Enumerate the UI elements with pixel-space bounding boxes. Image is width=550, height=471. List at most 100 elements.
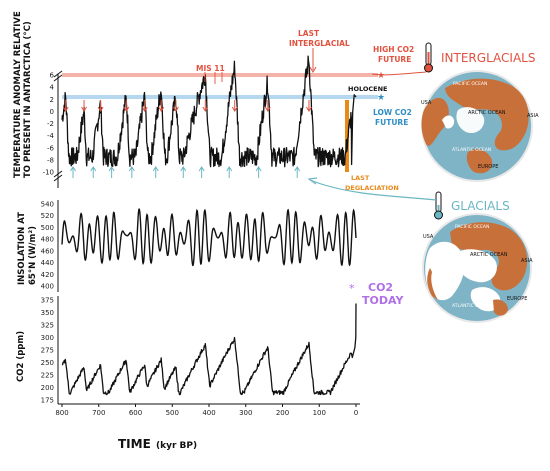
interglacial-arrow (123, 100, 130, 112)
y-tick-label: 400 (41, 283, 54, 291)
x-tick-labels: 800 700 600 500 400 300 200 100 0 (55, 404, 358, 417)
co2-panel: 375 350 325 300 275 250 225 200 175 800 700 600 500… (16, 281, 404, 417)
y-tick-label: 200 (41, 384, 54, 392)
interglacial-arrow (306, 100, 312, 112)
glacial-pacific-label: PACIFIC OCEAN (455, 224, 489, 230)
glacial-arrow (180, 166, 187, 178)
x-tick-label: 0 (354, 409, 358, 417)
interglacial-arrow (231, 100, 238, 112)
y-tick-label: 175 (41, 397, 54, 405)
interglacial-arrow (202, 100, 209, 112)
y-tick-label: -6 (47, 144, 55, 152)
low-co2-label-1: LOW CO2 (373, 108, 412, 117)
interglacial-arrow (173, 100, 179, 112)
y-tick-label: 6 (50, 72, 55, 80)
temperature-ylabel-line2: TO PRESENT IN ANTARCTICA (°C) (23, 21, 33, 178)
interglacial-atlantic-label: ATLANTIC OCEAN (452, 147, 491, 153)
y-tick-label: 225 (41, 372, 54, 380)
y-tick-label: 250 (41, 359, 54, 367)
interglacial-arrow (264, 100, 271, 112)
last-interglacial-label-1: LAST (298, 29, 320, 38)
x-axis-unit: (kyr BP) (156, 441, 197, 451)
last-deglaciation-label-1: LAST (351, 174, 370, 182)
low-co2-star: ★ (377, 93, 385, 103)
glacials-map-panel: GLACIALS PACIFIC OCEAN ARCTIC OCEAN ATLA… (422, 191, 533, 323)
mis11-label: MIS 11 (196, 64, 225, 73)
interglacial-arrow (158, 100, 165, 112)
temperature-panel: 6 4 2 0 -2 -4 -6 -8 -10 ★ ★ MIS 11 LAST INTERGLA… (13, 11, 414, 192)
x-tick-label: 200 (276, 409, 289, 417)
co2-today-star: * (349, 282, 355, 295)
holocene-label: HOLOCENE (348, 85, 388, 93)
interglacial-europe-land (466, 149, 493, 174)
y-tick-label: 275 (41, 347, 54, 355)
interglacial-asia-label: ASIA (527, 113, 539, 119)
x-tick-label: 300 (239, 409, 252, 417)
y-tick-label: 4 (50, 84, 55, 92)
glacial-arrow (152, 166, 159, 178)
axis-break-top (53, 70, 63, 82)
y-tick-label: -4 (47, 132, 55, 140)
glacial-arctic-label: ARCTIC OCEAN (470, 252, 508, 258)
temperature-y-label: TEMPERATURE ANOMALY RELATIVE TO PRESENT … (13, 11, 33, 178)
y-tick-label: 325 (41, 322, 54, 330)
interglacial-connector (371, 71, 427, 76)
y-tick-label: 520 (41, 212, 54, 220)
y-tick-label: 440 (41, 259, 54, 267)
insolation-ylabel-line2: 65°N (W/m²) (28, 226, 38, 285)
y-tick-label: 2 (50, 96, 54, 104)
warm-thermometer-icon (424, 42, 433, 73)
y-tick-label: 500 (41, 224, 54, 232)
interglacial-america-land (421, 97, 449, 146)
axis-break-bottom (53, 170, 63, 182)
glacial-europe-land (493, 299, 508, 316)
insolation-panel: 540 520 500 480 460 440 420 400 INSOLATION AT 6… (17, 200, 357, 292)
glacial-scandinavian-ice (470, 287, 501, 312)
insolation-ylabel-line1: INSOLATION AT (17, 212, 27, 285)
x-tick-label: 400 (202, 409, 215, 417)
x-tick-label: 600 (129, 409, 142, 417)
low-co2-label-2: FUTURE (375, 118, 408, 127)
y-tick-label: -10 (43, 169, 54, 177)
y-tick-label: -8 (47, 156, 54, 164)
y-tick-label: 480 (41, 236, 54, 244)
co2-tick-labels: 375 350 325 300 275 250 225 200 175 (41, 297, 54, 405)
glacial-arrow (294, 166, 301, 178)
insolation-tick-labels: 540 520 500 480 460 440 420 400 (41, 201, 54, 291)
glacial-arrow (255, 166, 262, 178)
glacial-asia-label: ASIA (521, 258, 533, 264)
co2-y-label: CO2 (ppm) (16, 331, 26, 382)
high-co2-label-1: HIGH CO2 (373, 45, 414, 54)
mis11-arrows (204, 72, 223, 84)
glacial-ice-sheet-america (425, 241, 465, 301)
glacial-arctic-ice (456, 249, 497, 283)
glacial-america-land (427, 268, 438, 300)
glacial-usa-label: USA (423, 234, 434, 240)
temperature-curve (61, 55, 357, 168)
glacial-arrow (108, 166, 115, 178)
interglacial-asia-land (445, 78, 529, 151)
co2-curve (61, 303, 357, 396)
last-deglaciation-label-2: DEGLACIATION (345, 184, 399, 192)
interglacial-pacific-label: PACIFIC OCEAN (453, 81, 487, 87)
co2-today-label-2: TODAY (362, 294, 404, 307)
last-interglacial-arrowhead (309, 66, 317, 73)
temperature-ylabel-line1: TEMPERATURE ANOMALY RELATIVE (13, 11, 23, 178)
glacial-asia-land (450, 222, 528, 291)
x-axis-title: TIME (118, 437, 151, 451)
interglacial-usa-label: USA (421, 100, 432, 106)
glacial-europe-label: EUROPE (507, 296, 527, 302)
y-tick-label: 0 (50, 108, 54, 116)
glacial-connector (309, 179, 437, 201)
y-tick-label: 375 (41, 297, 54, 305)
glacial-arrow (90, 166, 97, 178)
glacial-connector-arrowhead (307, 177, 318, 185)
y-tick-label: 300 (41, 334, 54, 342)
interglacial-arrow (62, 100, 69, 112)
interglacial-arrow (141, 100, 148, 112)
interglacial-europe-label: EUROPE (478, 164, 498, 170)
temperature-tick-labels: 6 4 2 0 -2 -4 -6 -8 -10 (43, 72, 55, 177)
last-interglacial-label-2: INTERGLACIAL (289, 39, 350, 48)
glacial-atlantic-label: ATLANTIC OCEAN (452, 303, 491, 309)
glacial-arrows (70, 166, 301, 178)
